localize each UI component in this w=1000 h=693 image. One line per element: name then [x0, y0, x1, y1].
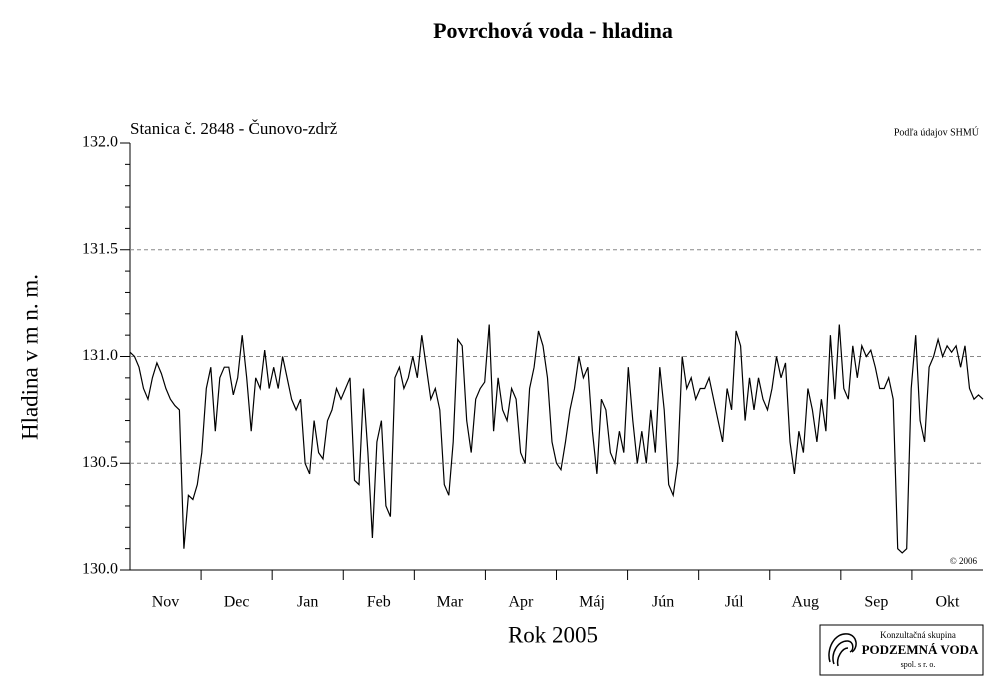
x-tick-label: Máj: [579, 594, 605, 611]
y-tick-label: 131.5: [82, 240, 118, 257]
logo: Konzultačná skupina PODZEMNÁ VODA spol. …: [819, 624, 984, 676]
logo-frame: [819, 624, 984, 676]
x-tick-label: Sep: [864, 594, 888, 611]
x-tick-label: Júl: [725, 594, 744, 611]
y-tick-label: 130.5: [82, 454, 118, 471]
y-tick-label: 131.0: [82, 347, 118, 364]
source: Podľa údajov SHMÚ: [894, 126, 980, 138]
logo-line2: PODZEMNÁ VODA: [862, 642, 979, 657]
y-tick-label: 132.0: [82, 134, 118, 151]
x-tick-label: Apr: [509, 594, 535, 611]
x-axis-label: Rok 2005: [508, 622, 598, 647]
data-line: [129, 324, 984, 554]
station: Stanica č. 2848 - Čunovo-zdrž: [130, 119, 338, 138]
y-axis-label: Hladina v m n. m.: [17, 274, 42, 440]
logo-line1: Konzultačná skupina: [880, 630, 956, 640]
x-tick-label: Aug: [792, 594, 820, 611]
logo-icon: [828, 633, 857, 667]
x-tick-label: Feb: [367, 594, 391, 611]
y-tick-label: 130.0: [82, 561, 118, 578]
x-tick-label: Mar: [437, 594, 464, 611]
x-tick-label: Jún: [652, 594, 674, 611]
x-tick-label: Jan: [297, 594, 318, 611]
logo-line3: spol. s r. o.: [901, 660, 936, 669]
x-tick-label: Nov: [152, 594, 180, 611]
chart-title: Povrchová voda - hladina: [433, 18, 673, 43]
x-tick-label: Okt: [935, 594, 960, 611]
copyright: © 2006: [950, 556, 978, 566]
x-tick-label: Dec: [224, 594, 250, 611]
